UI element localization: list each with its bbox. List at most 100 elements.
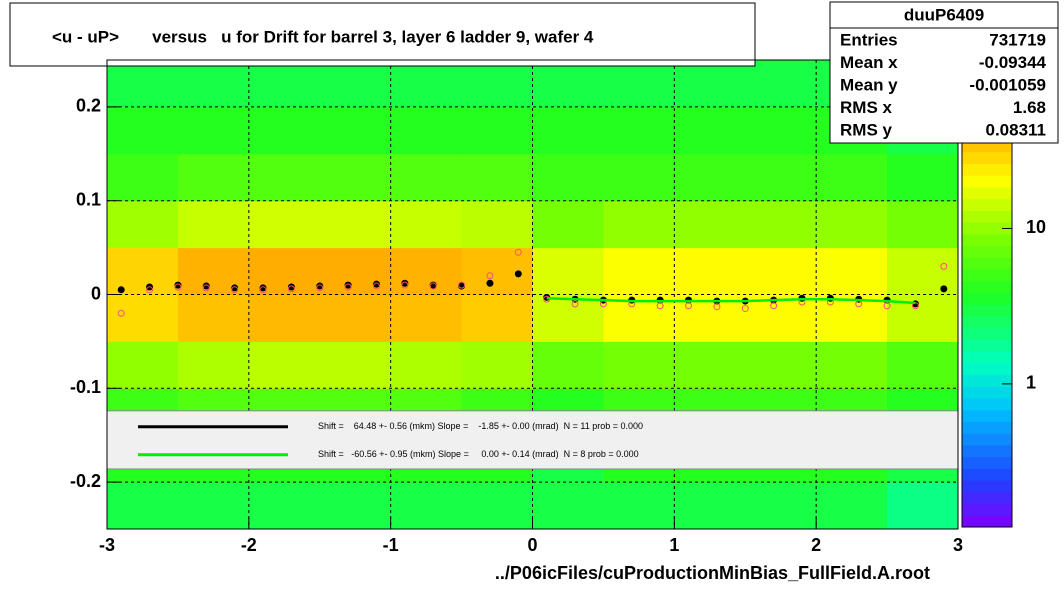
heatmap-cell xyxy=(390,294,463,342)
profile-point xyxy=(741,305,749,313)
profile-point xyxy=(344,281,352,289)
stats-label: RMS y xyxy=(840,120,893,139)
profile-point xyxy=(940,285,948,293)
heatmap-cell xyxy=(177,200,250,249)
profile-point xyxy=(259,286,267,294)
heatmap-cell xyxy=(745,200,817,249)
heatmap-cell xyxy=(461,247,533,295)
colorbar-swatch xyxy=(962,339,1012,352)
profile-point xyxy=(231,284,239,292)
heatmap-cell xyxy=(461,294,533,342)
colorbar-swatch xyxy=(962,315,1012,329)
heatmap-cell xyxy=(532,106,604,155)
heatmap-cell xyxy=(319,294,392,342)
heatmap-cell xyxy=(177,294,250,342)
heatmap-cell xyxy=(745,247,817,295)
heatmap-cell xyxy=(248,153,321,202)
heatmap-cell xyxy=(674,106,746,155)
heatmap-cell xyxy=(248,106,321,155)
heatmap-cell xyxy=(390,60,463,108)
colorbar-swatch xyxy=(962,491,1012,505)
heatmap-cell xyxy=(248,200,321,249)
heatmap-cell xyxy=(177,153,250,202)
colorbar-swatch xyxy=(962,280,1012,293)
heatmap-cell xyxy=(816,294,888,342)
colorbar-swatch xyxy=(962,351,1012,364)
heatmap-cell xyxy=(887,153,959,202)
heatmap-cell xyxy=(461,153,533,202)
heatmap-cell xyxy=(390,106,463,155)
heatmap-cell xyxy=(532,60,604,108)
heatmap-cell xyxy=(816,482,888,530)
chart-title: <u - uP> versus u for Drift for barrel 3… xyxy=(52,27,594,46)
profile-point xyxy=(940,262,948,270)
heatmap-cell xyxy=(674,60,746,108)
profile-point xyxy=(685,302,693,310)
heatmap-cell xyxy=(390,482,463,530)
profile-point xyxy=(514,270,522,278)
heatmap-cell xyxy=(532,153,604,202)
stats-value: 1.68 xyxy=(1013,98,1046,117)
heatmap-cell xyxy=(107,294,179,342)
colorbar-swatch xyxy=(962,433,1012,446)
colorbar-swatch xyxy=(962,515,1012,528)
y-tick-label: -0.1 xyxy=(70,377,101,397)
heatmap-cell xyxy=(461,341,533,389)
heatmap-cell xyxy=(107,247,179,295)
heatmap-cell xyxy=(390,247,463,295)
profile-point xyxy=(486,272,494,280)
colorbar-swatch xyxy=(962,245,1012,258)
profile-point xyxy=(117,309,125,317)
heatmap-cell xyxy=(177,482,250,530)
heatmap-cell xyxy=(319,106,392,155)
colorbar-swatch xyxy=(962,327,1012,340)
heatmap-cell xyxy=(816,247,888,295)
fit-legend-text: Shift = -60.56 +- 0.95 (mkm) Slope = 0.0… xyxy=(318,449,639,459)
heatmap-cell xyxy=(816,341,888,389)
colorbar-swatch xyxy=(962,503,1012,516)
heatmap-cell xyxy=(461,106,533,155)
heatmap-cell xyxy=(319,341,392,389)
heatmap-cell xyxy=(107,153,179,202)
profile-point xyxy=(372,280,380,288)
x-axis-label: ../P06icFiles/cuProductionMinBias_FullFi… xyxy=(495,563,930,583)
y-tick-label: 0 xyxy=(91,283,101,303)
heatmap-cell xyxy=(674,200,746,249)
heatmap-cell xyxy=(603,341,675,389)
profile-point xyxy=(202,282,210,290)
heatmap-cell xyxy=(603,247,675,295)
colorbar-swatch xyxy=(962,198,1012,211)
stats-label: Mean x xyxy=(840,53,898,72)
profile-point xyxy=(344,283,352,291)
fit-legend-text: Shift = 64.48 +- 0.56 (mkm) Slope = -1.8… xyxy=(318,421,643,431)
colorbar-swatch xyxy=(962,374,1012,387)
heatmap-cell xyxy=(319,200,392,249)
stats-label: RMS x xyxy=(840,98,893,117)
colorbar-swatch xyxy=(962,456,1012,469)
heatmap-cell xyxy=(603,200,675,249)
colorbar-swatch xyxy=(962,398,1012,411)
colorbar-swatch xyxy=(962,186,1012,200)
colorbar-swatch xyxy=(962,386,1012,399)
stats-label: Entries xyxy=(840,30,898,49)
heatmap-cell xyxy=(107,200,179,249)
heatmap-cell xyxy=(319,153,392,202)
profile-point xyxy=(770,302,778,310)
profile-point xyxy=(202,284,210,292)
heatmap-cell xyxy=(177,106,250,155)
heatmap-cell xyxy=(532,341,604,389)
heatmap-cell xyxy=(887,482,959,530)
heatmap-cell xyxy=(107,341,179,389)
profile-point xyxy=(883,302,891,310)
profile-point xyxy=(656,302,664,310)
y-tick-label: 0.1 xyxy=(76,189,101,209)
profile-line xyxy=(546,297,916,305)
profile-point xyxy=(174,281,182,289)
heatmap-cell xyxy=(390,153,463,202)
colorbar-swatch xyxy=(962,468,1012,481)
profile-point xyxy=(287,283,295,291)
profile-point xyxy=(231,286,239,294)
x-tick-label: 2 xyxy=(811,535,821,555)
profile-point xyxy=(401,281,409,289)
